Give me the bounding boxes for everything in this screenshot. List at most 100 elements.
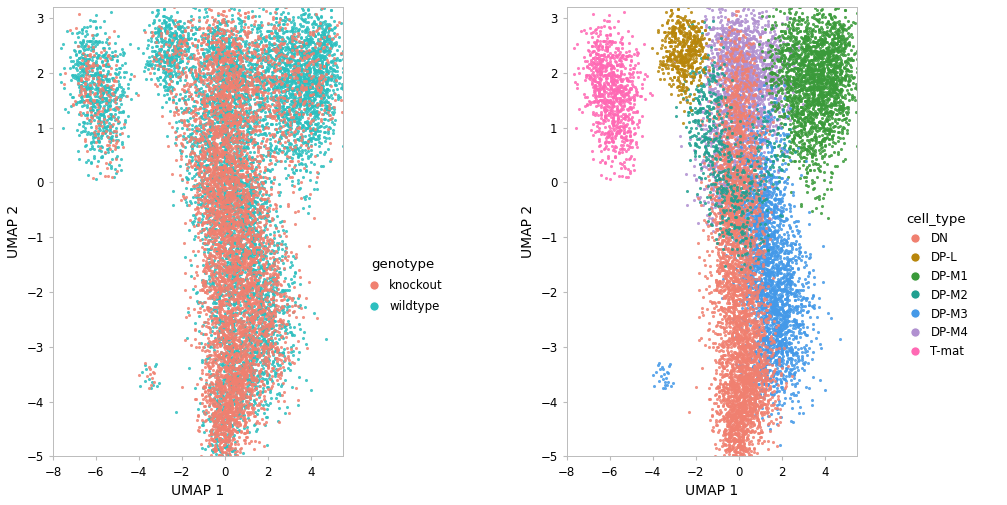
DN bbox=[713, 94, 729, 102]
DN bbox=[739, 163, 755, 171]
DN bbox=[725, 406, 741, 414]
Point bbox=[219, 107, 235, 115]
DN bbox=[712, 267, 728, 275]
Point bbox=[152, 46, 168, 55]
DN bbox=[748, 352, 764, 360]
DP-M1 bbox=[790, 138, 807, 146]
Point bbox=[251, 77, 267, 85]
DP-M3 bbox=[750, 215, 766, 223]
Point bbox=[210, 177, 227, 185]
Point bbox=[263, 295, 279, 304]
Point bbox=[202, 441, 219, 449]
Point bbox=[226, 248, 242, 257]
DP-M3 bbox=[756, 319, 772, 327]
DP-L bbox=[666, 62, 682, 70]
DP-M2 bbox=[679, 187, 695, 195]
DP-M1 bbox=[819, 75, 835, 83]
DP-M4 bbox=[752, 107, 768, 115]
Point bbox=[228, 173, 244, 181]
Point bbox=[171, 73, 187, 81]
Point bbox=[209, 195, 226, 204]
T-mat bbox=[610, 56, 626, 64]
Point bbox=[222, 192, 238, 200]
Point bbox=[264, 165, 280, 173]
Point bbox=[240, 277, 256, 285]
Point bbox=[230, 112, 246, 120]
DP-M4 bbox=[715, 70, 731, 78]
DN bbox=[727, 198, 743, 206]
Point bbox=[268, 75, 284, 83]
DP-M1 bbox=[843, 67, 859, 75]
DP-M3 bbox=[745, 197, 761, 205]
Point bbox=[222, 192, 238, 200]
T-mat bbox=[590, 119, 606, 127]
Point bbox=[224, 310, 240, 318]
Point bbox=[295, 75, 311, 83]
Point bbox=[205, 285, 222, 293]
DP-M3 bbox=[782, 255, 799, 263]
DP-M4 bbox=[717, 62, 733, 70]
Point bbox=[212, 370, 229, 378]
DP-M2 bbox=[688, 39, 704, 47]
DN bbox=[745, 348, 761, 356]
Point bbox=[188, 209, 204, 217]
Point bbox=[218, 394, 234, 402]
Point bbox=[269, 14, 285, 22]
Point bbox=[195, 171, 211, 179]
Point bbox=[209, 203, 226, 211]
Point bbox=[252, 244, 268, 252]
Point bbox=[80, 108, 96, 116]
DN bbox=[724, 420, 740, 428]
Point bbox=[276, 81, 292, 89]
Point bbox=[215, 186, 232, 194]
Point bbox=[246, 406, 262, 414]
DP-M3 bbox=[753, 229, 769, 237]
DN bbox=[714, 163, 730, 171]
Point bbox=[114, 89, 130, 97]
DN bbox=[724, 329, 740, 337]
DP-L bbox=[684, 62, 700, 70]
DP-M1 bbox=[829, 18, 845, 26]
DP-M1 bbox=[816, 58, 832, 66]
Point bbox=[199, 69, 215, 77]
DP-M4 bbox=[715, 86, 731, 94]
DN bbox=[722, 458, 738, 466]
Point bbox=[241, 285, 257, 293]
Point bbox=[105, 85, 121, 93]
Point bbox=[234, 260, 250, 268]
DN bbox=[727, 301, 743, 310]
DP-M1 bbox=[789, 105, 806, 113]
DN bbox=[730, 94, 746, 102]
DN bbox=[710, 219, 726, 227]
DP-M4 bbox=[724, 187, 740, 195]
DN bbox=[765, 419, 781, 427]
DP-M3 bbox=[777, 310, 794, 318]
DP-M1 bbox=[825, 78, 841, 86]
DP-M3 bbox=[776, 312, 793, 320]
DN bbox=[725, 400, 741, 409]
Point bbox=[194, 330, 210, 338]
T-mat bbox=[609, 71, 625, 79]
DN bbox=[718, 61, 734, 69]
DN bbox=[716, 414, 732, 422]
Point bbox=[236, 293, 252, 301]
Point bbox=[225, 131, 241, 139]
Point bbox=[255, 82, 271, 90]
Point bbox=[279, 320, 295, 328]
DN bbox=[727, 178, 743, 186]
DP-M4 bbox=[742, 86, 758, 94]
Point bbox=[279, 329, 295, 337]
DP-M1 bbox=[802, 35, 818, 43]
DP-M1 bbox=[820, 66, 836, 74]
Point bbox=[215, 29, 232, 37]
DP-M3 bbox=[774, 174, 790, 182]
Point bbox=[239, 263, 255, 271]
DP-M2 bbox=[692, 121, 708, 129]
Point bbox=[226, 114, 242, 122]
DN bbox=[739, 355, 755, 363]
Point bbox=[294, 132, 310, 140]
DP-M2 bbox=[704, 153, 720, 161]
DP-M3 bbox=[747, 227, 763, 235]
DP-M3 bbox=[760, 147, 776, 156]
Point bbox=[235, 173, 251, 181]
